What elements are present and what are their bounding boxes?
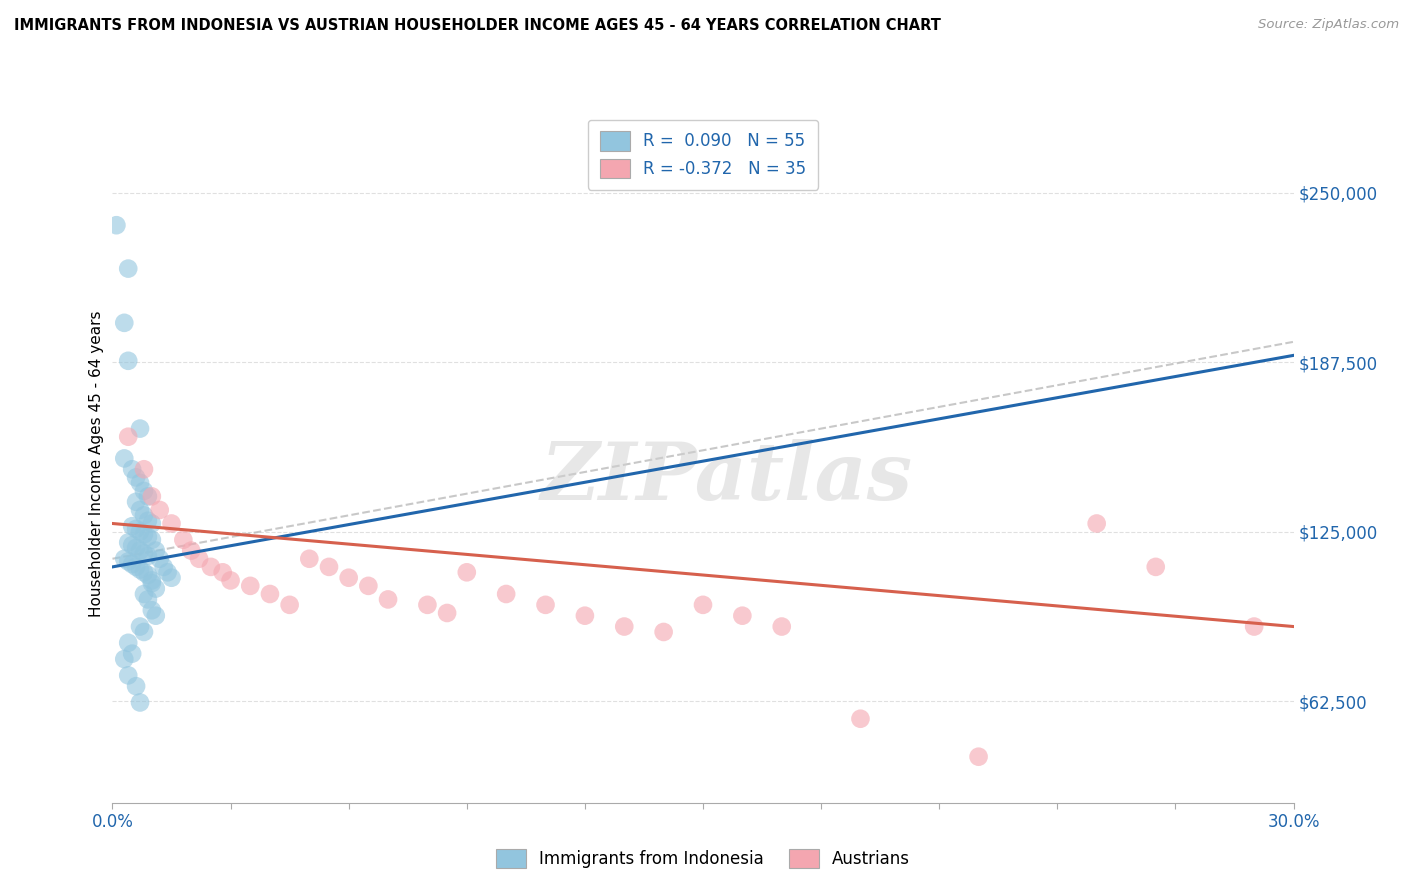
Point <box>136 514 159 528</box>
Point <box>1085 516 1108 531</box>
Point <box>121 647 143 661</box>
Point <box>112 551 135 566</box>
Legend: R =  0.090   N = 55, R = -0.372   N = 35: R = 0.090 N = 55, R = -0.372 N = 35 <box>588 120 818 190</box>
Point <box>121 519 143 533</box>
Point <box>132 483 155 498</box>
Point <box>652 624 675 639</box>
Point <box>770 619 793 633</box>
Point <box>125 522 148 536</box>
Point <box>132 508 155 523</box>
Point <box>117 353 139 368</box>
Point <box>136 568 159 582</box>
Point <box>377 592 399 607</box>
Point <box>141 603 163 617</box>
Point <box>125 495 148 509</box>
Point <box>112 652 135 666</box>
Point <box>219 574 242 588</box>
Point <box>1243 619 1265 633</box>
Point <box>149 503 172 517</box>
Point <box>357 579 380 593</box>
Point <box>129 696 152 710</box>
Point <box>132 587 155 601</box>
Point <box>125 679 148 693</box>
Point <box>105 218 128 232</box>
Point <box>125 560 148 574</box>
Point <box>117 430 139 444</box>
Point <box>121 557 143 571</box>
Point <box>298 551 321 566</box>
Point <box>141 516 163 531</box>
Point <box>967 749 990 764</box>
Point <box>613 619 636 633</box>
Point <box>141 489 163 503</box>
Point <box>200 560 222 574</box>
Point <box>172 533 194 547</box>
Point <box>141 574 163 588</box>
Point <box>117 668 139 682</box>
Point <box>337 571 360 585</box>
Point <box>117 261 139 276</box>
Point <box>574 608 596 623</box>
Point <box>180 543 202 558</box>
Text: IMMIGRANTS FROM INDONESIA VS AUSTRIAN HOUSEHOLDER INCOME AGES 45 - 64 YEARS CORR: IMMIGRANTS FROM INDONESIA VS AUSTRIAN HO… <box>14 18 941 33</box>
Point <box>125 541 148 555</box>
Point <box>136 592 159 607</box>
Point <box>1144 560 1167 574</box>
Point <box>456 566 478 580</box>
Point <box>188 551 211 566</box>
Point <box>495 587 517 601</box>
Point <box>121 462 143 476</box>
Point <box>149 551 172 566</box>
Point <box>318 560 340 574</box>
Point <box>136 530 159 544</box>
Point <box>239 579 262 593</box>
Legend: Immigrants from Indonesia, Austrians: Immigrants from Indonesia, Austrians <box>489 842 917 875</box>
Point <box>136 549 159 563</box>
Point <box>136 489 159 503</box>
Point <box>132 624 155 639</box>
Point <box>132 527 155 541</box>
Point <box>534 598 557 612</box>
Point <box>129 421 152 435</box>
Point <box>416 598 439 612</box>
Point <box>121 538 143 552</box>
Point <box>117 636 139 650</box>
Point <box>112 316 135 330</box>
Point <box>129 503 152 517</box>
Point <box>117 535 139 549</box>
Point <box>132 566 155 580</box>
Point <box>129 563 152 577</box>
Point <box>125 470 148 484</box>
Point <box>129 543 152 558</box>
Point <box>211 566 233 580</box>
Point <box>132 546 155 560</box>
Text: Source: ZipAtlas.com: Source: ZipAtlas.com <box>1258 18 1399 31</box>
Point <box>141 576 163 591</box>
Point <box>692 598 714 612</box>
Point <box>160 516 183 531</box>
Point <box>145 608 167 623</box>
Point <box>849 712 872 726</box>
Point <box>156 566 179 580</box>
Point <box>145 582 167 596</box>
Point <box>152 560 174 574</box>
Point <box>129 619 152 633</box>
Point <box>129 475 152 490</box>
Point <box>145 543 167 558</box>
Y-axis label: Householder Income Ages 45 - 64 years: Householder Income Ages 45 - 64 years <box>89 310 104 617</box>
Point <box>129 524 152 539</box>
Point <box>141 533 163 547</box>
Text: ZIPatlas: ZIPatlas <box>540 439 912 516</box>
Point <box>436 606 458 620</box>
Point <box>731 608 754 623</box>
Point <box>259 587 281 601</box>
Point <box>132 462 155 476</box>
Point <box>278 598 301 612</box>
Point <box>117 554 139 568</box>
Point <box>160 571 183 585</box>
Point <box>112 451 135 466</box>
